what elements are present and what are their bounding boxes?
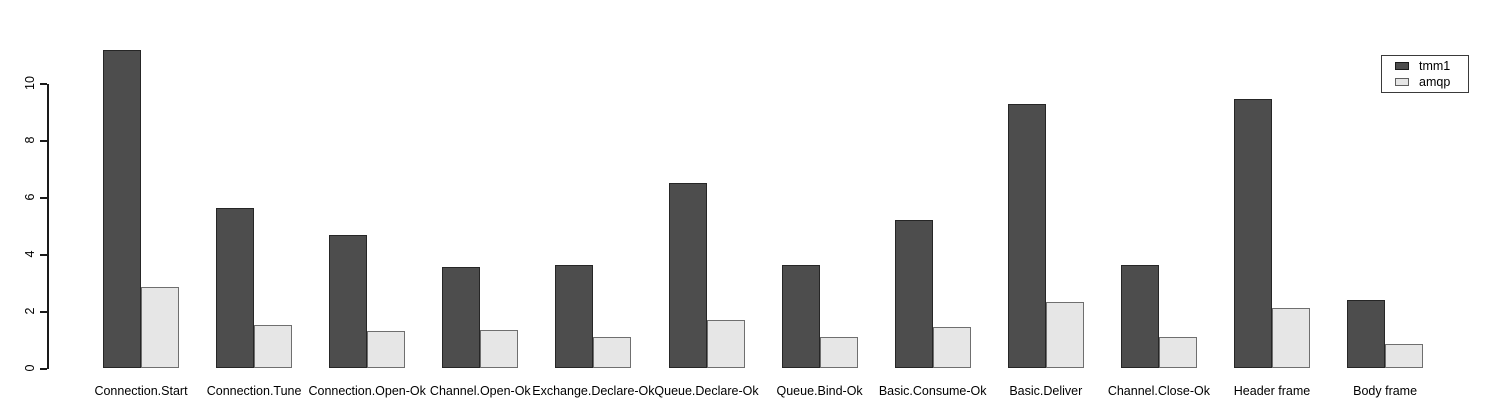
bar-amqp	[141, 286, 179, 368]
bar-tmm1	[555, 265, 594, 368]
y-axis-tick	[40, 368, 47, 370]
legend-item-amqp: amqp	[1395, 74, 1468, 89]
bar-amqp	[480, 329, 519, 368]
tmm1-swatch-icon	[1395, 62, 1409, 70]
bar-amqp	[1385, 343, 1424, 368]
y-axis-tick	[40, 254, 47, 256]
bar-amqp	[932, 326, 971, 368]
x-axis-label: Basic.Deliver	[1009, 384, 1083, 398]
x-axis-label: Header frame	[1233, 384, 1311, 398]
x-axis-label: Connection.Open-Ok	[308, 384, 426, 398]
y-axis-tick-label: 10	[23, 76, 37, 90]
bar-tmm1	[103, 50, 141, 368]
amqp-swatch-icon	[1395, 78, 1409, 86]
bar-amqp	[1045, 302, 1084, 368]
bar-tmm1	[216, 208, 255, 368]
bar-amqp	[593, 336, 632, 368]
legend-label-tmm1: tmm1	[1419, 58, 1451, 73]
y-axis-tick-label: 0	[23, 364, 37, 372]
y-axis-tick-label: 2	[23, 307, 37, 315]
y-axis-tick-label: 4	[23, 250, 37, 258]
y-axis-tick	[40, 197, 47, 199]
legend: tmm1 amqp	[1381, 55, 1469, 93]
y-axis-tick-label: 8	[23, 136, 37, 144]
y-axis-tick	[40, 83, 47, 85]
y-axis-tick	[40, 140, 47, 142]
bar-amqp	[1272, 308, 1310, 368]
x-axis-label: Channel.Open-Ok	[429, 384, 531, 398]
y-axis-line	[47, 83, 49, 369]
bar-tmm1	[329, 235, 368, 368]
legend-label-amqp: amqp	[1419, 74, 1451, 89]
x-axis-label: Basic.Consume-Ok	[878, 384, 987, 398]
bar-tmm1	[668, 182, 707, 368]
x-axis-label: Channel.Close-Ok	[1107, 384, 1210, 398]
bar-tmm1	[442, 266, 481, 368]
bar-amqp	[1158, 336, 1197, 368]
x-axis-label: Body frame	[1353, 384, 1418, 398]
bar-amqp	[706, 319, 745, 368]
x-axis-label: Queue.Declare-Ok	[654, 384, 759, 398]
x-axis-label: Connection.Start	[94, 384, 188, 398]
x-axis-label: Queue.Bind-Ok	[776, 384, 863, 398]
bar-amqp	[254, 325, 293, 368]
bar-amqp	[367, 330, 406, 368]
legend-item-tmm1: tmm1	[1395, 58, 1468, 73]
bar-tmm1	[1120, 265, 1159, 368]
bar-tmm1	[781, 265, 820, 368]
x-axis-label: Exchange.Declare-Ok	[532, 384, 655, 398]
y-axis-tick	[40, 311, 47, 313]
bar-tmm1	[894, 219, 933, 368]
bar-amqp	[819, 336, 858, 368]
bar-tmm1	[1234, 98, 1272, 368]
bar-tmm1	[1007, 104, 1046, 368]
x-axis-label: Connection.Tune	[206, 384, 302, 398]
bar-tmm1	[1347, 299, 1386, 368]
y-axis-tick-label: 6	[23, 193, 37, 201]
